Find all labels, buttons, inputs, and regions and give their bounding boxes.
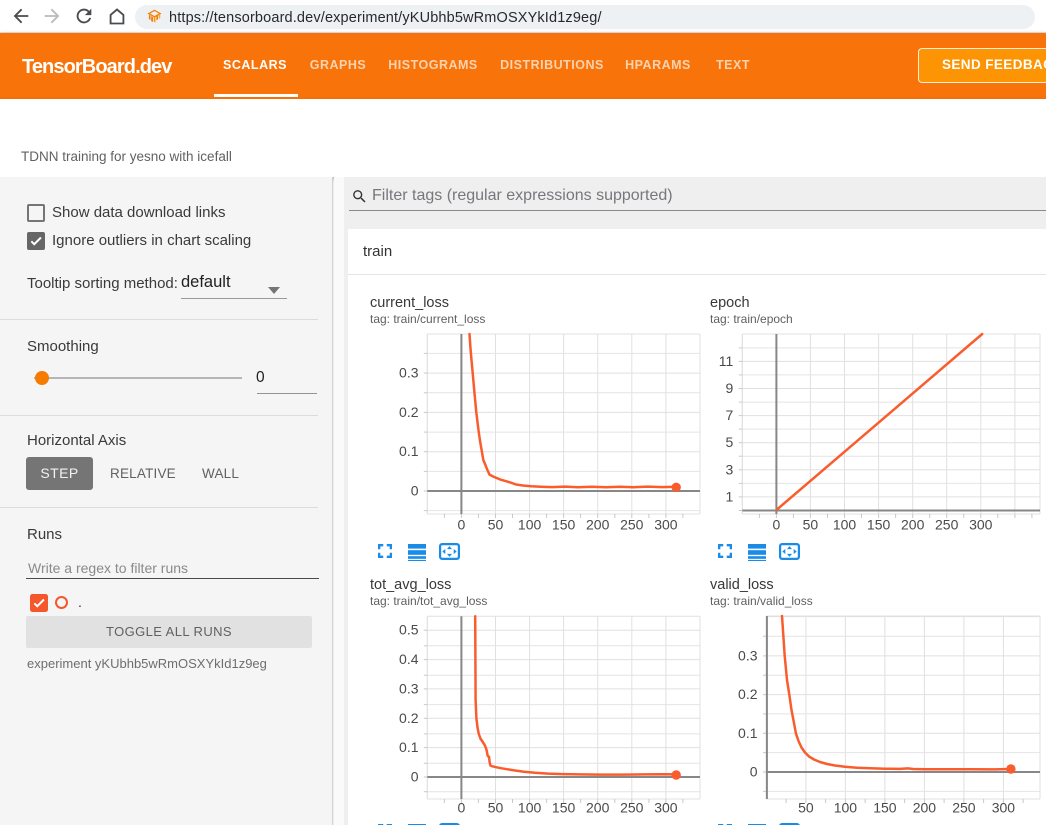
svg-text:300: 300	[654, 800, 678, 816]
svg-text:0.2: 0.2	[399, 404, 419, 420]
svg-text:0: 0	[458, 800, 466, 816]
svg-text:7: 7	[726, 407, 734, 423]
svg-text:9: 9	[726, 380, 734, 396]
svg-text:150: 150	[552, 800, 576, 816]
svg-text:250: 250	[620, 517, 644, 533]
svg-text:0: 0	[773, 517, 781, 533]
svg-text:0: 0	[411, 769, 419, 785]
svg-text:200: 200	[901, 517, 925, 533]
svg-text:150: 150	[552, 517, 576, 533]
svg-text:0.1: 0.1	[399, 739, 419, 755]
svg-text:0.1: 0.1	[738, 725, 758, 741]
svg-text:50: 50	[803, 517, 819, 533]
svg-text:250: 250	[620, 800, 644, 816]
svg-text:300: 300	[654, 517, 678, 533]
svg-text:0.2: 0.2	[399, 710, 419, 726]
svg-text:50: 50	[488, 800, 504, 816]
svg-text:0: 0	[750, 764, 758, 780]
svg-text:0: 0	[411, 483, 419, 499]
svg-text:0.3: 0.3	[738, 647, 758, 663]
svg-text:100: 100	[518, 800, 542, 816]
svg-text:3: 3	[726, 461, 734, 477]
svg-text:100: 100	[518, 517, 542, 533]
svg-text:0.5: 0.5	[399, 622, 419, 638]
svg-text:200: 200	[586, 800, 610, 816]
svg-text:300: 300	[992, 800, 1016, 816]
svg-text:50: 50	[798, 800, 814, 816]
svg-text:150: 150	[867, 517, 891, 533]
svg-text:250: 250	[952, 800, 976, 816]
svg-text:50: 50	[488, 517, 504, 533]
svg-text:250: 250	[935, 517, 959, 533]
svg-text:0.3: 0.3	[399, 680, 419, 696]
svg-text:100: 100	[833, 517, 857, 533]
svg-text:0.3: 0.3	[399, 365, 419, 381]
svg-text:100: 100	[834, 800, 858, 816]
svg-text:5: 5	[726, 434, 734, 450]
svg-text:150: 150	[873, 800, 897, 816]
svg-text:0.4: 0.4	[399, 651, 419, 667]
svg-text:1: 1	[726, 488, 734, 504]
svg-text:200: 200	[586, 517, 610, 533]
svg-text:300: 300	[969, 517, 993, 533]
svg-text:0: 0	[458, 517, 466, 533]
svg-text:0.2: 0.2	[738, 686, 758, 702]
svg-text:0.1: 0.1	[399, 443, 419, 459]
svg-text:200: 200	[913, 800, 937, 816]
svg-text:11: 11	[719, 353, 734, 369]
